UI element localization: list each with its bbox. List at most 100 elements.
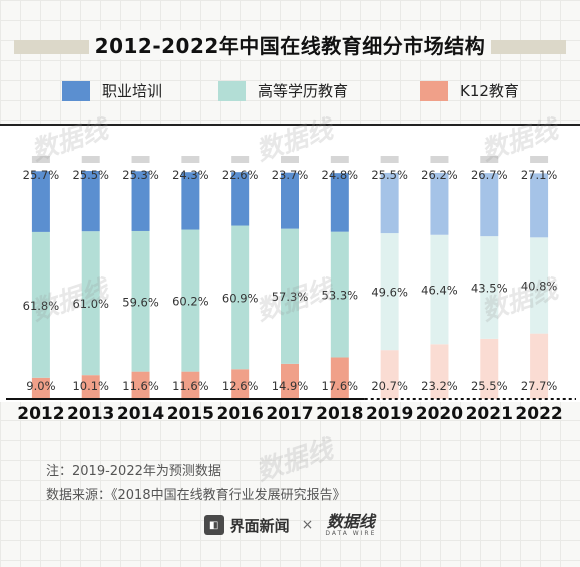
value-label-vocational: 25.3%: [122, 168, 159, 182]
x-tick-label: 2012: [17, 404, 65, 424]
bar-segment-k12: [330, 357, 349, 399]
value-label-higher-ed: 40.8%: [521, 279, 558, 293]
bar-segment-higher-ed: [281, 228, 299, 364]
value-label-vocational: 26.7%: [471, 168, 508, 182]
value-label-higher-ed: 46.4%: [421, 283, 458, 297]
x-tick-label: 2019: [365, 404, 414, 424]
value-label-vocational: 27.1%: [521, 168, 558, 182]
x-tick-label: 2017: [266, 404, 314, 424]
bar-segment-k12: [530, 333, 549, 399]
shuju-logo: 数据线 DATA WIRE: [325, 511, 377, 537]
bar-cap: [131, 156, 150, 163]
bar-segment-vocational: [231, 172, 250, 226]
chart-title: 2012-2022年中国在线教育细分市场结构: [88, 29, 492, 59]
bar-segment-k12: [380, 350, 399, 399]
bar-segment-vocational: [430, 172, 449, 235]
value-label-vocational: 25.5%: [371, 168, 408, 182]
bar-segment-vocational: [181, 172, 200, 230]
bar-segment-vocational: [530, 173, 549, 238]
bar-segment-vocational: [281, 172, 299, 229]
bar-cap: [281, 156, 299, 163]
bar-cap: [231, 156, 250, 163]
value-label-k12: 14.9%: [272, 379, 309, 393]
value-label-higher-ed: 60.9%: [222, 291, 259, 305]
x-tick-label: 2013: [67, 404, 115, 424]
jiemian-logo-icon: ◧: [203, 515, 224, 535]
bar-cap: [330, 156, 349, 163]
times-sign: ×: [301, 517, 314, 533]
x-tick-label: 2021: [465, 404, 513, 424]
x-tick-label: 2015: [166, 404, 215, 424]
bar-segment-k12: [131, 371, 150, 399]
title-band: 2012-2022年中国在线教育细分市场结构: [0, 26, 580, 62]
bar-segment-higher-ed: [530, 237, 549, 334]
bar-cap: [81, 156, 100, 163]
footer: ◧ 界面新闻 × 数据线 DATA WIRE: [0, 512, 580, 538]
bar-segment-k12: [81, 375, 100, 399]
legend-label-higher-ed: 高等学历教育: [258, 82, 349, 100]
value-label-vocational: 26.2%: [421, 168, 458, 182]
bar-segment-k12: [430, 344, 449, 399]
x-tick-label: 2018: [316, 404, 364, 424]
value-label-higher-ed: 53.3%: [322, 289, 359, 303]
bar-segment-higher-ed: [181, 229, 200, 372]
value-label-higher-ed: 43.5%: [471, 281, 508, 295]
bar-segment-k12: [231, 369, 250, 399]
bar-segment-higher-ed: [31, 231, 50, 378]
bar-segment-vocational: [131, 171, 150, 231]
legend-swatch-vocational: [62, 80, 90, 101]
legend: 职业培训 高等学历教育 K12教育: [0, 80, 580, 108]
x-tick-label: 2016: [216, 404, 264, 424]
value-label-vocational: 25.5%: [72, 168, 109, 182]
value-label-k12: 17.6%: [322, 379, 359, 393]
value-label-higher-ed: 59.6%: [122, 295, 159, 309]
legend-swatch-k12: [420, 80, 448, 101]
value-label-k12: 25.5%: [471, 379, 508, 393]
value-label-k12: 11.6%: [122, 379, 159, 393]
value-label-higher-ed: 49.6%: [371, 286, 408, 300]
value-label-higher-ed: 61.0%: [72, 297, 109, 311]
bar-segment-k12: [31, 377, 50, 399]
bar-cap: [530, 156, 549, 163]
bar-cap: [181, 156, 200, 163]
value-label-higher-ed: 60.2%: [172, 295, 209, 309]
source-note: 数据来源：《2018中国在线教育行业发展研究报告》: [46, 488, 346, 503]
value-label-k12: 27.7%: [521, 379, 558, 393]
value-label-vocational: 25.7%: [23, 168, 60, 182]
bar-segment-higher-ed: [430, 234, 449, 345]
value-label-k12: 12.6%: [222, 379, 259, 393]
value-label-vocational: 23.7%: [272, 168, 309, 182]
shuju-logo-text: 数据线: [326, 511, 375, 531]
bar-cap: [430, 156, 449, 163]
x-tick-label: 2022: [515, 404, 563, 424]
legend-item-k12: K12教育: [420, 80, 519, 101]
legend-label-k12: K12教育: [460, 82, 519, 100]
bar-segment-vocational: [31, 171, 50, 232]
value-label-k12: 9.0%: [26, 379, 55, 393]
bar-segment-vocational: [330, 173, 349, 232]
value-label-vocational: 24.8%: [322, 168, 359, 182]
value-label-vocational: 22.6%: [222, 168, 259, 182]
value-label-vocational: 24.3%: [172, 168, 209, 182]
legend-label-vocational: 职业培训: [102, 82, 163, 100]
chart-area: 9.0% 61.8% 25.7% 10.1% 61.0% 25.5% 11.6% 59.6% 2…: [0, 124, 580, 402]
bar-segment-higher-ed: [380, 233, 399, 351]
bar-segment-vocational: [380, 172, 399, 234]
legend-item-higher-ed: 高等学历教育: [218, 80, 348, 101]
value-label-k12: 11.6%: [172, 379, 209, 393]
bar-segment-k12: [181, 371, 200, 399]
bar-cap: [480, 156, 499, 163]
legend-swatch-higher-ed: [218, 80, 246, 101]
x-tick-label: 2020: [415, 404, 464, 424]
legend-item-vocational: 职业培训: [62, 80, 162, 101]
jiemian-logo-text: 界面新闻: [229, 516, 290, 535]
bar-segment-higher-ed: [81, 231, 100, 376]
value-label-higher-ed: 61.8%: [23, 299, 60, 313]
watermark: 数据线: [253, 434, 337, 488]
x-tick-label: 2014: [116, 404, 165, 424]
shuju-logo-en: DATA WIRE: [325, 529, 377, 537]
bar-segment-higher-ed: [480, 236, 499, 339]
value-label-k12: 10.1%: [72, 379, 109, 393]
bar-segment-k12: [480, 338, 499, 399]
bar-segment-vocational: [81, 171, 100, 232]
